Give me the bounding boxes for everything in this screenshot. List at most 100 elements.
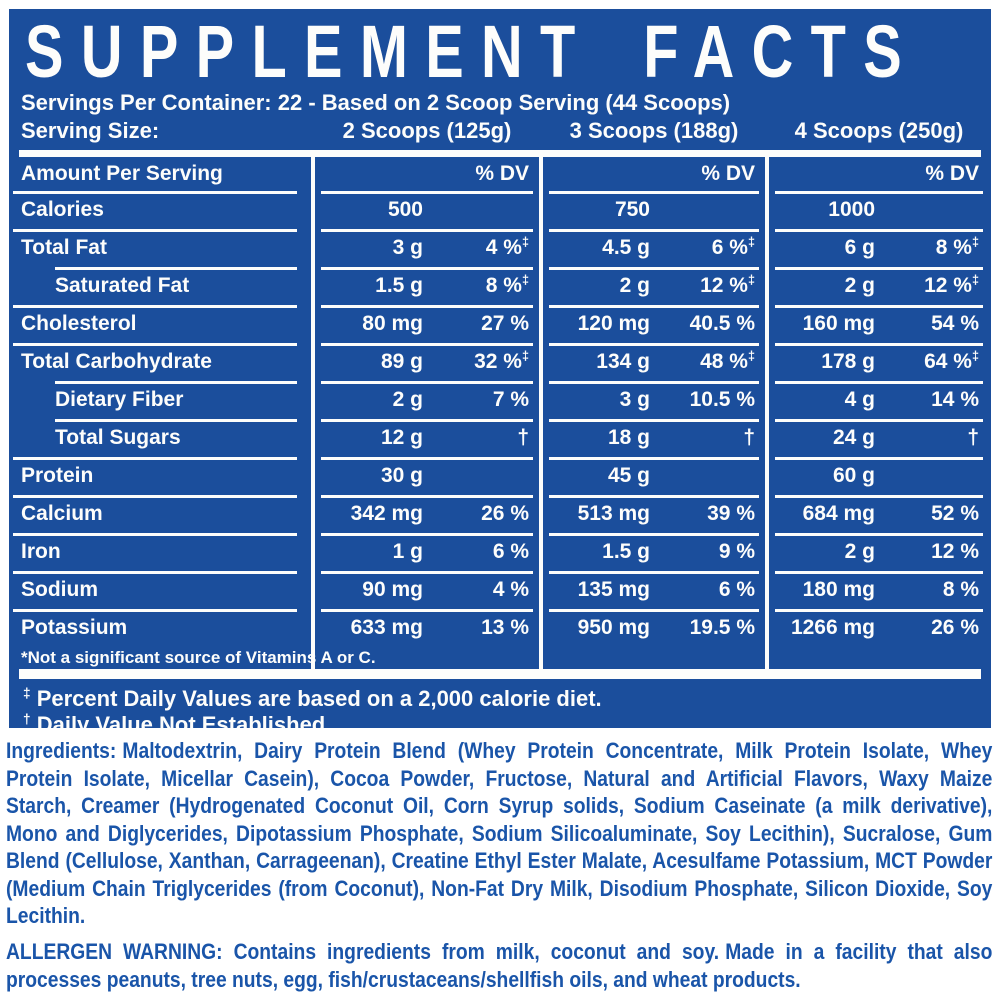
table-row-protein: Protein 30 g 45 g 60 g bbox=[9, 457, 991, 495]
serving-option-1: 2 Scoops (125g) bbox=[342, 118, 512, 143]
amount-value: 3 g bbox=[392, 236, 423, 259]
daily-value-cell: 6 % bbox=[427, 540, 541, 564]
serving-option-3: 4 Scoops (250g) bbox=[794, 118, 964, 143]
daily-value-text: 8 % bbox=[942, 578, 979, 601]
daily-value-text: 6 % bbox=[718, 578, 755, 601]
daily-value-cell: 6 % bbox=[654, 578, 767, 602]
nutrient-value-cell: 684 mg 52 % bbox=[767, 495, 991, 533]
table-footnote: *Not a significant source of Vitamins A … bbox=[21, 648, 376, 667]
footnote-daily-values: ‡ Percent Daily Values are based on a 2,… bbox=[23, 686, 991, 711]
daily-value-cell: 12 %‡ bbox=[879, 274, 991, 298]
nutrient-label: Calories bbox=[9, 191, 313, 229]
nutrient-value-cell: 1 g 6 % bbox=[313, 533, 541, 571]
daily-value-cell: 27 % bbox=[427, 312, 541, 336]
amount-value: 2 g bbox=[844, 540, 875, 563]
daily-value-text: 8 % bbox=[485, 274, 522, 297]
dv-footnote-symbol: ‡ bbox=[521, 235, 529, 249]
divider-bar-bottom bbox=[19, 669, 981, 679]
nutrient-label: Calcium bbox=[9, 495, 313, 533]
amount-value: 45 g bbox=[607, 464, 650, 487]
amount-value: 513 mg bbox=[577, 502, 650, 525]
table-row-cholesterol: Cholesterol 80 mg 27 % 120 mg 40.5 % 160 mg 54… bbox=[9, 305, 991, 343]
amount-value: 30 g bbox=[380, 464, 423, 487]
daily-value-cell: 32 %‡ bbox=[427, 350, 541, 374]
nutrient-label: Cholesterol bbox=[9, 305, 313, 343]
serving-option-2: 3 Scoops (188g) bbox=[569, 118, 739, 143]
dv-footnote-symbol: ‡ bbox=[521, 273, 529, 287]
daily-value-text: † bbox=[967, 426, 979, 449]
amount-value: 80 mg bbox=[362, 312, 423, 335]
daily-value-text: † bbox=[743, 426, 755, 449]
nutrient-value-cell: 1266 mg 26 % bbox=[767, 609, 991, 647]
nutrient-value-cell: 12 g † bbox=[313, 419, 541, 457]
daily-value-cell: 54 % bbox=[879, 312, 991, 336]
dv-footnote-symbol: ‡ bbox=[971, 349, 979, 363]
daily-value-text: 13 % bbox=[481, 616, 529, 639]
table-header-row: Amount Per Serving % DV % DV % DV bbox=[9, 157, 991, 191]
daily-value-cell: 4 % bbox=[427, 578, 541, 602]
amount-value: 684 mg bbox=[802, 502, 875, 525]
nutrient-value-cell: 3 g 10.5 % bbox=[541, 381, 767, 419]
table-row-total-carbohydrate: Total Carbohydrate 89 g 32 %‡ 134 g 48 %‡ 178… bbox=[9, 343, 991, 381]
daily-value-cell: † bbox=[654, 426, 767, 450]
daily-value-cell: 8 %‡ bbox=[427, 274, 541, 298]
nutrient-label: Protein bbox=[9, 457, 313, 495]
daily-value-cell: 4 %‡ bbox=[427, 236, 541, 260]
daily-value-text: 8 % bbox=[935, 236, 972, 259]
daily-value-text: 52 % bbox=[931, 502, 979, 525]
daily-value-cell: 39 % bbox=[654, 502, 767, 526]
ingredients-paragraph: Ingredients: Maltodextrin, Dairy Protein … bbox=[6, 737, 992, 930]
daily-value-text: 6 % bbox=[492, 540, 529, 563]
daily-value-text: 6 % bbox=[711, 236, 748, 259]
daily-value-text: 48 % bbox=[700, 350, 748, 373]
nutrient-value-cell: 2 g 12 % bbox=[767, 533, 991, 571]
dv-footnote-symbol: ‡ bbox=[747, 273, 755, 287]
page-title-text: SUPPLEMENT FACTS bbox=[25, 10, 920, 93]
daily-value-text: 40.5 % bbox=[689, 312, 755, 335]
daily-value-cell: 64 %‡ bbox=[879, 350, 991, 374]
daily-value-text: 12 % bbox=[700, 274, 748, 297]
amount-value: 1.5 g bbox=[602, 540, 650, 563]
daily-value-text: 26 % bbox=[931, 616, 979, 639]
nutrient-value-cell: 134 g 48 %‡ bbox=[541, 343, 767, 381]
nutrient-value-cell: 80 mg 27 % bbox=[313, 305, 541, 343]
table-row-calcium: Calcium 342 mg 26 % 513 mg 39 % 684 mg 52 % bbox=[9, 495, 991, 533]
nutrient-value-cell: 89 g 32 %‡ bbox=[313, 343, 541, 381]
daily-value-cell: 26 % bbox=[879, 616, 991, 640]
amount-value: 500 bbox=[387, 198, 423, 221]
daily-value-text: 4 % bbox=[485, 236, 522, 259]
nutrient-value-cell: 45 g bbox=[541, 457, 767, 495]
daily-value-cell: 10.5 % bbox=[654, 388, 767, 412]
nutrient-value-cell: 4 g 14 % bbox=[767, 381, 991, 419]
nutrient-value-cell: 2 g 7 % bbox=[313, 381, 541, 419]
nutrient-value-cell: 342 mg 26 % bbox=[313, 495, 541, 533]
daily-value-cell: 14 % bbox=[879, 388, 991, 412]
nutrient-label: Total Sugars bbox=[9, 419, 313, 457]
amount-value: 4.5 g bbox=[602, 236, 650, 259]
amount-value: 342 mg bbox=[350, 502, 423, 525]
amount-value: 2 g bbox=[619, 274, 650, 297]
daily-value-cell: 6 %‡ bbox=[654, 236, 767, 260]
dv-footnote-symbol: ‡ bbox=[521, 349, 529, 363]
nutrient-value-cell: 2 g 12 %‡ bbox=[541, 267, 767, 305]
daily-value-text: 54 % bbox=[931, 312, 979, 335]
nutrient-value-cell: 1000 bbox=[767, 191, 991, 229]
nutrient-label: Saturated Fat bbox=[9, 267, 313, 305]
nutrient-value-cell: 178 g 64 %‡ bbox=[767, 343, 991, 381]
amount-value: 134 g bbox=[596, 350, 650, 373]
amount-value: 1266 mg bbox=[790, 616, 875, 639]
daily-value-cell: 9 % bbox=[654, 540, 767, 564]
nutrient-value-cell: 2 g 12 %‡ bbox=[767, 267, 991, 305]
daily-value-text: 27 % bbox=[481, 312, 529, 335]
nutrient-value-cell: 90 mg 4 % bbox=[313, 571, 541, 609]
nutrient-label: Total Fat bbox=[9, 229, 313, 267]
table-row-dietary-fiber: Dietary Fiber 2 g 7 % 3 g 10.5 % 4 g 14 % bbox=[9, 381, 991, 419]
ingredients-label: Ingredients: bbox=[6, 738, 117, 763]
double-dagger-symbol: ‡ bbox=[23, 685, 31, 701]
daily-value-text: 19.5 % bbox=[689, 616, 755, 639]
daily-value-cell: 12 %‡ bbox=[654, 274, 767, 298]
